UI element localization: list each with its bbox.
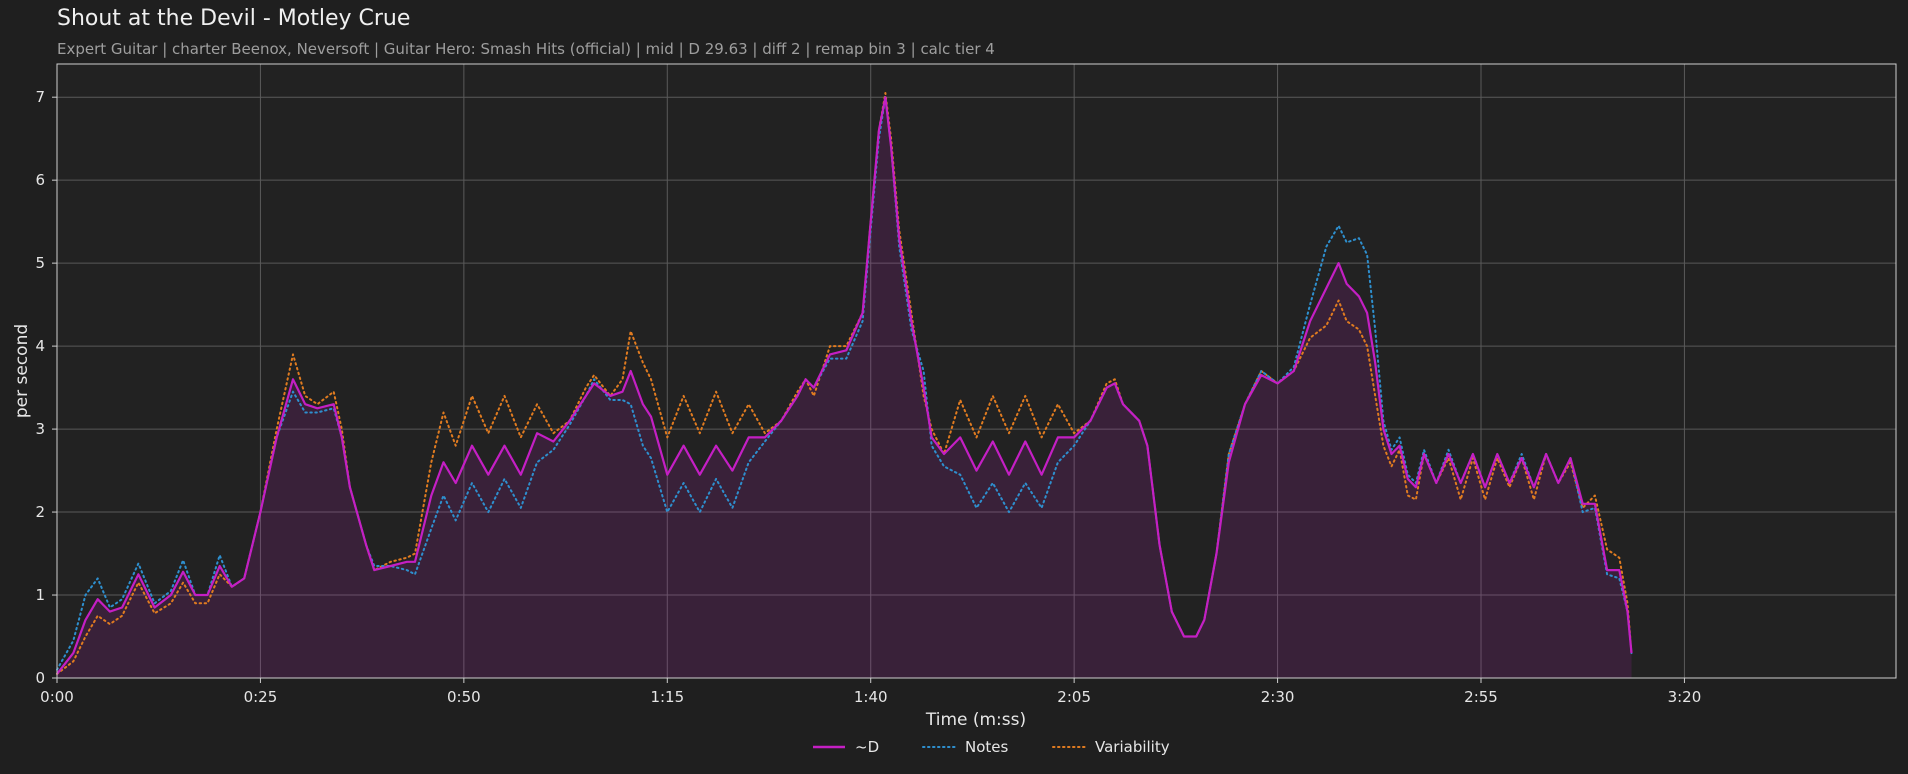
y-tick-label: 0 [35,669,45,687]
series-d-area [57,97,1632,678]
y-tick-label: 3 [35,420,45,438]
x-tick-label: 0:25 [244,688,278,706]
series-line-d [56,96,1633,675]
legend-label: Notes [965,738,1009,756]
area-fill [57,97,1632,678]
y-tick-label: 2 [35,503,45,521]
x-tick-label: 1:15 [650,688,684,706]
x-tick-label: 3:20 [1668,688,1702,706]
y-tick-label: 6 [35,171,45,189]
plot-area [57,64,1896,678]
y-tick-label: 1 [35,586,45,604]
y-tick-label: 7 [35,88,45,106]
y-tick-label: 5 [35,254,45,272]
series-line-variability [56,92,1633,675]
plot-frame [56,63,1897,679]
chart-subtitle: Expert Guitar | charter Beenox, Neversof… [57,40,995,58]
x-tick-label: 0:00 [40,688,74,706]
legend: ~D Notes Variability [813,738,1170,756]
chart-title: Shout at the Devil - Motley Crue [57,6,411,31]
x-tick-label: 1:40 [854,688,888,706]
x-tick-label: 2:55 [1464,688,1498,706]
x-axis-ticks: 0:00 0:25 0:50 1:15 1:40 2:05 2:30 2:55 3:20 [40,678,1701,706]
series-lines [56,92,1633,675]
x-tick-label: 2:05 [1057,688,1091,706]
x-tick-label: 0:50 [447,688,481,706]
x-tick-label: 2:30 [1261,688,1295,706]
legend-label: Variability [1095,738,1170,756]
y-axis-label: per second [12,324,32,418]
x-axis-label: Time (m:ss) [925,710,1026,730]
legend-label: ~D [855,738,879,756]
y-axis-ticks: 0 1 2 3 4 5 6 7 [35,88,57,687]
y-tick-label: 4 [35,337,45,355]
